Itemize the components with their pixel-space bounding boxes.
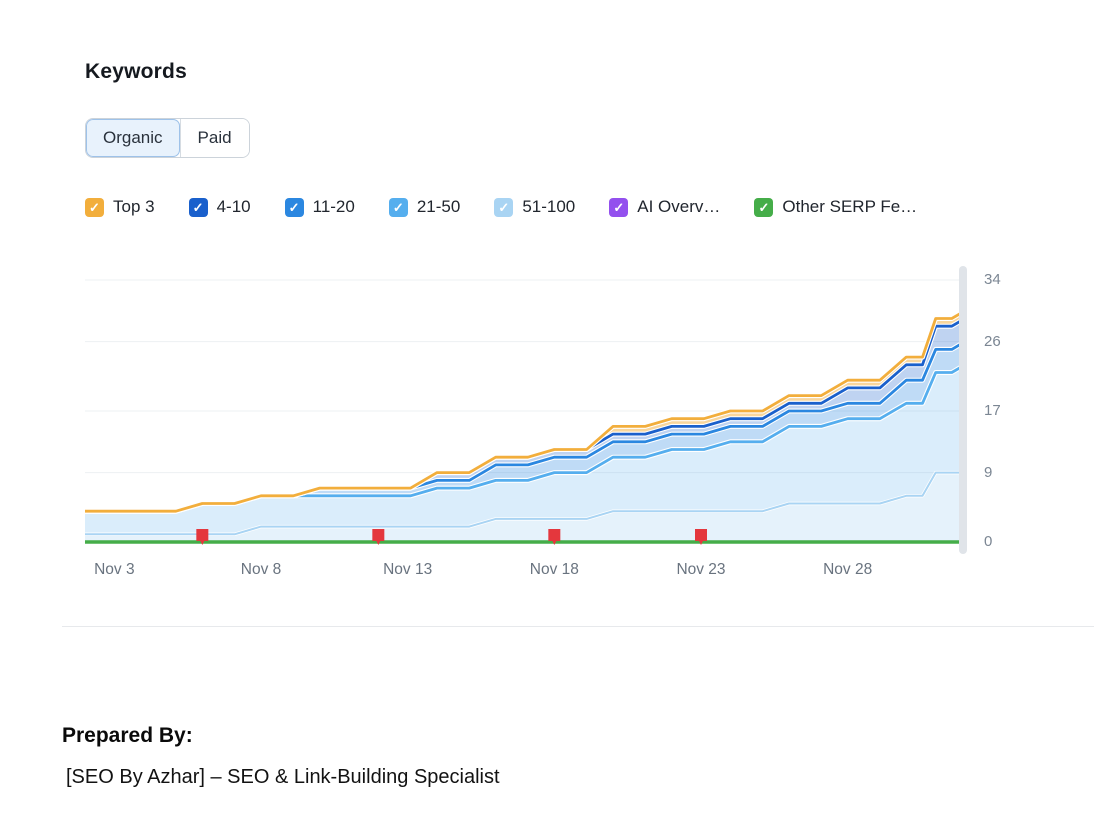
legend-item-label: Other SERP Fe… <box>782 197 918 216</box>
note-flag-nov-23[interactable] <box>695 529 707 545</box>
legend-item-51-100[interactable]: ✓ 51-100 <box>494 197 575 217</box>
x-axis-tick-label: Nov 18 <box>529 561 579 578</box>
x-axis-tick-label: Nov 3 <box>94 561 135 578</box>
y-axis-tick-label: 0 <box>984 533 993 550</box>
y-axis-tick-label: 34 <box>984 271 1001 288</box>
area-band-11-20 <box>85 341 965 512</box>
legend-item-label: 21-50 <box>416 197 461 216</box>
legend-item-label: AI Overv… <box>637 197 721 216</box>
x-axis-tick-label: Nov 28 <box>823 561 873 578</box>
section-divider <box>62 626 1094 627</box>
chart-legend: ✓ Top 3 ✓ 4-10 ✓ 11-20 ✓ 21-50 ✓ 51-100 ✓ AI Overv…… <box>85 197 1085 217</box>
toggle-option-paid[interactable]: Paid <box>179 119 249 158</box>
chart-scrollbar[interactable] <box>959 266 967 554</box>
x-axis-tick-label: Nov 13 <box>383 561 433 578</box>
legend-item-other-serp-features[interactable]: ✓ Other SERP Fe… <box>754 197 917 217</box>
widget-title: Keywords <box>85 60 187 83</box>
note-flag-nov-18[interactable] <box>548 529 561 545</box>
keywords-chart[interactable] <box>85 268 967 552</box>
y-axis-tick-label: 26 <box>984 332 1001 350</box>
series-line-51-100 <box>85 471 965 536</box>
y-axis-tick-label: 9 <box>984 463 993 481</box>
legend-item-label: Top 3 <box>113 197 155 216</box>
prepared-by-value: [SEO By Azhar] – SEO & Link-Building Spe… <box>66 766 500 788</box>
prepared-by-label: Prepared By: <box>62 724 193 747</box>
legend-item-21-50[interactable]: ✓ 21-50 <box>388 197 461 217</box>
checkbox-checked-icon[interactable]: ✓ <box>754 197 774 217</box>
series-line-Top 3 <box>85 309 966 513</box>
organic-paid-toggle: Organic Paid <box>85 118 250 159</box>
legend-item-4-10[interactable]: ✓ 4-10 <box>188 197 251 217</box>
legend-item-11-20[interactable]: ✓ 11-20 <box>284 197 355 217</box>
toggle-option-organic[interactable]: Organic <box>86 119 180 158</box>
checkbox-checked-icon[interactable]: ✓ <box>388 197 408 217</box>
legend-item-ai-overviews[interactable]: ✓ AI Overv… <box>609 197 720 217</box>
legend-item-label: 51-100 <box>522 197 576 216</box>
chart-plot-area[interactable] <box>85 268 967 552</box>
area-band-51-100 <box>85 472 965 542</box>
legend-item-label: 11-20 <box>312 197 355 216</box>
area-band-21-50 <box>85 364 965 535</box>
checkbox-checked-icon[interactable]: ✓ <box>188 197 208 217</box>
x-axis-tick-label: Nov 8 <box>240 561 282 578</box>
note-flag-nov-12[interactable] <box>372 529 385 545</box>
checkbox-checked-icon[interactable]: ✓ <box>609 197 629 217</box>
x-axis-tick-label: Nov 23 <box>676 561 726 578</box>
y-axis-tick-label: 17 <box>984 402 1001 419</box>
checkbox-checked-icon[interactable]: ✓ <box>284 197 304 217</box>
checkbox-checked-icon[interactable]: ✓ <box>85 197 104 217</box>
legend-item-top-3[interactable]: ✓ Top 3 <box>85 197 155 217</box>
note-flag-nov-6[interactable] <box>196 529 209 545</box>
legend-item-label: 4-10 <box>216 197 251 216</box>
checkbox-checked-icon[interactable]: ✓ <box>494 197 514 217</box>
